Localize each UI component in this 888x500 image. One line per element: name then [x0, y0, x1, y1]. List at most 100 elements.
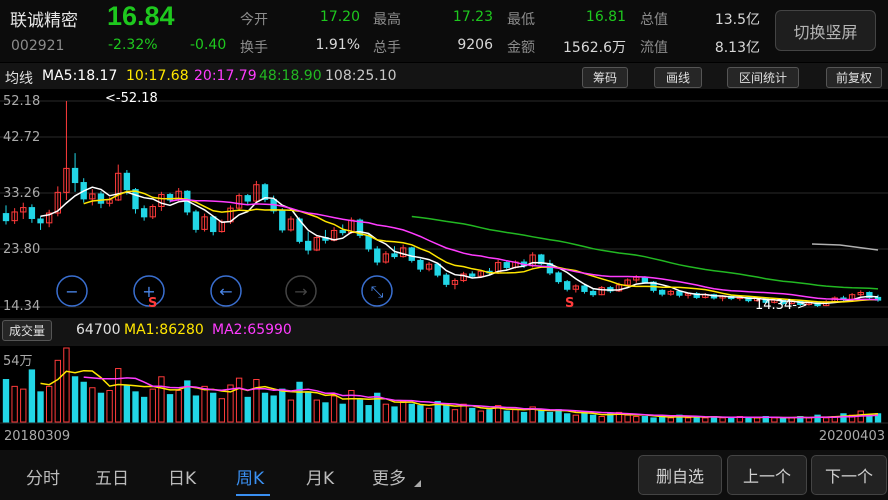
volume-bar: [261, 392, 269, 423]
volume-bar: [460, 403, 467, 423]
previous-stock-button[interactable]: 上一个: [727, 455, 807, 495]
candle-body: [564, 281, 571, 290]
volume-bar: [684, 417, 692, 423]
volume-ma2: MA2:65990: [212, 322, 292, 338]
zoom-out-icon[interactable]: −: [56, 275, 88, 307]
candle-body: [866, 292, 873, 298]
volume-bar: [192, 395, 200, 423]
volume-bar: [840, 413, 847, 423]
end-date: 20200403: [818, 429, 885, 444]
ma10-legend: 10:17.68: [126, 68, 189, 84]
total-hands-label: 总手: [373, 40, 401, 56]
volume-bar: [270, 395, 277, 423]
volume-bar: [762, 416, 769, 423]
candle-body: [123, 172, 131, 191]
candle-body: [469, 273, 476, 277]
candle-body: [115, 172, 122, 201]
volume-bar: [615, 411, 623, 423]
candle-body: [607, 287, 614, 292]
volume-bar: [106, 389, 113, 423]
tab-monthly-k[interactable]: 月K: [306, 469, 335, 489]
volume-bar: [80, 381, 87, 423]
volume-bar: [624, 414, 631, 423]
volume-bar: [503, 410, 510, 423]
candle-body: [235, 195, 243, 209]
fit-range-icon[interactable]: ⤡: [361, 275, 393, 307]
candle-body: [693, 293, 700, 298]
volume-value: 64700: [76, 322, 121, 338]
candle-body: [28, 207, 36, 219]
next-stock-button[interactable]: 下一个: [811, 455, 887, 495]
volume-chart[interactable]: [0, 344, 888, 424]
volume-bar: [745, 417, 752, 423]
candle-body: [253, 184, 260, 202]
volume-bar: [296, 381, 303, 423]
volume-bar: [115, 368, 122, 423]
tab-intraday[interactable]: 分时: [26, 469, 60, 489]
candle-body: [555, 272, 562, 283]
candle-body: [391, 253, 398, 258]
low-label: 最低: [507, 12, 535, 28]
quote-header: 联诚精密 002921 16.84 -2.32% -0.40 今开 17.20 …: [0, 0, 888, 62]
candle-body: [365, 234, 372, 250]
price-axis-label: 42.72: [3, 130, 41, 145]
volume-bar: [356, 399, 364, 423]
tab-more[interactable]: 更多: [372, 469, 406, 489]
tab-five-day[interactable]: 五日: [95, 469, 129, 489]
volume-bar: [305, 391, 312, 423]
volume-bar: [89, 387, 96, 423]
volume-bar: [719, 417, 726, 423]
volume-indicator-button[interactable]: 成交量: [2, 320, 53, 341]
turnover-value: 1.91%: [315, 37, 360, 53]
chips-button[interactable]: 筹码: [582, 67, 628, 88]
scroll-left-icon[interactable]: ←: [210, 275, 242, 307]
candle-body: [598, 287, 605, 296]
volume-bar: [2, 379, 10, 423]
sell-signal-mark: S: [565, 296, 575, 311]
volume-bar: [253, 379, 260, 423]
candle-body: [572, 285, 579, 290]
candle-body: [581, 285, 588, 292]
volume-bar: [477, 410, 485, 423]
total-hands-value: 9206: [457, 37, 493, 53]
draw-line-button[interactable]: 画线: [654, 67, 702, 88]
candlestick-chart[interactable]: − + ← → ⤡: [0, 89, 888, 318]
candle-body: [305, 240, 312, 251]
volume-bar: [184, 380, 191, 423]
volume-bar: [771, 417, 778, 423]
switch-portrait-button[interactable]: 切换竖屏: [775, 10, 876, 51]
forward-adjust-button[interactable]: 前复权: [826, 67, 882, 88]
turnover-label: 换手: [240, 40, 268, 56]
ma5-legend: MA5:18.17: [42, 68, 118, 84]
scroll-right-icon[interactable]: →: [285, 275, 317, 307]
volume-bar: [235, 377, 243, 423]
volume-bar: [71, 376, 79, 423]
amount-value: 1562.6万: [563, 40, 626, 56]
open-label: 今开: [240, 12, 268, 28]
candle-body: [339, 229, 346, 234]
volume-bar: [469, 407, 476, 423]
range-stats-button[interactable]: 区间统计: [727, 67, 799, 88]
candle-body: [20, 207, 27, 213]
volume-bar: [132, 391, 139, 423]
volume-bar: [702, 417, 709, 423]
volume-bar: [287, 399, 295, 423]
volume-bar: [11, 385, 18, 423]
volume-bar: [650, 417, 657, 423]
zoom-in-icon[interactable]: +: [133, 275, 165, 307]
min-price-annotation: 14.34->: [755, 298, 808, 313]
tab-weekly-k[interactable]: 周K: [236, 469, 265, 489]
svg-text:+: +: [142, 282, 155, 301]
candle-body: [201, 216, 208, 230]
volume-bar: [581, 411, 588, 423]
float-cap-value: 8.13亿: [714, 40, 760, 56]
volume-bar: [779, 417, 787, 423]
volume-bar: [279, 388, 286, 423]
volume-bar: [728, 417, 735, 423]
volume-bar: [451, 409, 459, 423]
candle-body: [667, 290, 674, 295]
change-percent: -2.32%: [108, 37, 158, 53]
tab-daily-k[interactable]: 日K: [168, 469, 197, 489]
candle-body: [624, 279, 631, 286]
remove-watchlist-button[interactable]: 删自选: [638, 455, 722, 495]
